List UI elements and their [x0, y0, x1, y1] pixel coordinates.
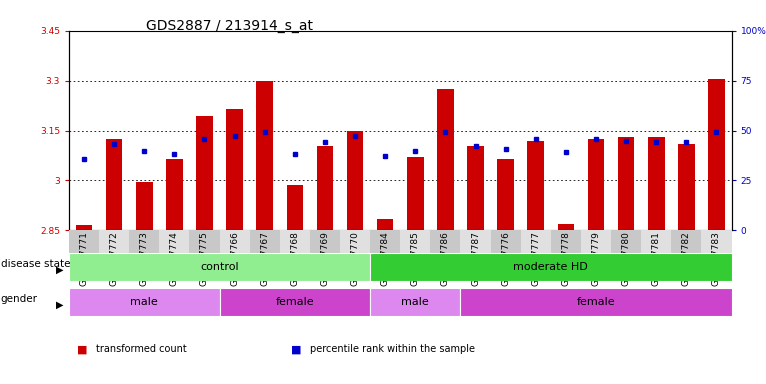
Text: moderate HD: moderate HD — [513, 262, 588, 272]
Bar — [250, 230, 280, 253]
Bar — [370, 230, 400, 253]
Text: GSM217778: GSM217778 — [561, 231, 571, 286]
Text: GSM217780: GSM217780 — [622, 231, 630, 286]
Bar — [430, 230, 460, 253]
Bar — [106, 139, 123, 230]
Bar — [400, 230, 430, 253]
Bar — [490, 230, 521, 253]
Text: male: male — [401, 297, 429, 307]
Bar — [129, 230, 159, 253]
Bar — [611, 230, 641, 253]
Bar — [136, 182, 152, 230]
Bar — [340, 230, 370, 253]
Text: ■: ■ — [291, 344, 302, 354]
Bar — [702, 230, 732, 253]
Bar — [551, 230, 581, 253]
Text: ▶: ▶ — [56, 265, 64, 275]
Text: GSM217784: GSM217784 — [381, 231, 390, 286]
Bar — [528, 141, 544, 230]
Bar — [69, 230, 99, 253]
Bar — [460, 288, 732, 316]
Bar — [347, 131, 363, 230]
Text: GSM217776: GSM217776 — [501, 231, 510, 286]
Bar — [678, 144, 695, 230]
Text: GSM217783: GSM217783 — [712, 231, 721, 286]
Bar — [648, 137, 665, 230]
Bar — [76, 225, 92, 230]
Text: male: male — [130, 297, 158, 307]
Text: ▶: ▶ — [56, 300, 64, 310]
Text: gender: gender — [1, 294, 38, 304]
Bar — [558, 224, 574, 230]
Bar — [189, 230, 220, 253]
Text: GSM217771: GSM217771 — [80, 231, 89, 286]
Text: GSM217779: GSM217779 — [591, 231, 601, 286]
Bar — [196, 116, 213, 230]
Text: disease state: disease state — [1, 260, 70, 270]
Bar — [437, 89, 453, 230]
Bar — [69, 288, 220, 316]
Bar — [257, 81, 273, 230]
Bar — [497, 159, 514, 230]
Bar — [521, 230, 551, 253]
Bar — [618, 137, 634, 230]
Bar — [159, 230, 189, 253]
Text: GDS2887 / 213914_s_at: GDS2887 / 213914_s_at — [146, 19, 313, 33]
Text: GSM217770: GSM217770 — [351, 231, 359, 286]
Bar — [377, 219, 394, 230]
Bar — [641, 230, 671, 253]
Text: GSM217782: GSM217782 — [682, 231, 691, 286]
Bar — [370, 253, 732, 281]
Bar — [581, 230, 611, 253]
Text: GSM217777: GSM217777 — [532, 231, 540, 286]
Bar — [407, 157, 424, 230]
Text: transformed count: transformed count — [96, 344, 186, 354]
Text: female: female — [276, 297, 314, 307]
Text: GSM217766: GSM217766 — [230, 231, 239, 286]
Bar — [226, 109, 243, 230]
Bar — [166, 159, 182, 230]
Text: GSM217769: GSM217769 — [320, 231, 329, 286]
Text: GSM217785: GSM217785 — [411, 231, 420, 286]
Text: GSM217775: GSM217775 — [200, 231, 209, 286]
Text: GSM217767: GSM217767 — [260, 231, 269, 286]
Text: percentile rank within the sample: percentile rank within the sample — [310, 344, 475, 354]
Bar — [280, 230, 310, 253]
Bar — [460, 230, 490, 253]
Text: GSM217781: GSM217781 — [652, 231, 661, 286]
Text: GSM217773: GSM217773 — [139, 231, 149, 286]
Bar — [467, 146, 484, 230]
Bar — [370, 288, 460, 316]
Bar — [588, 139, 604, 230]
Bar — [220, 288, 370, 316]
Bar — [69, 253, 370, 281]
Text: control: control — [200, 262, 239, 272]
Text: GSM217787: GSM217787 — [471, 231, 480, 286]
Text: ■: ■ — [77, 344, 87, 354]
Bar — [220, 230, 250, 253]
Text: GSM217768: GSM217768 — [290, 231, 300, 286]
Bar — [99, 230, 129, 253]
Text: GSM217786: GSM217786 — [441, 231, 450, 286]
Text: GSM217774: GSM217774 — [170, 231, 178, 286]
Bar — [709, 79, 725, 230]
Bar — [286, 185, 303, 230]
Bar — [310, 230, 340, 253]
Bar — [316, 146, 333, 230]
Text: female: female — [577, 297, 615, 307]
Text: GSM217772: GSM217772 — [110, 231, 119, 286]
Bar — [671, 230, 702, 253]
